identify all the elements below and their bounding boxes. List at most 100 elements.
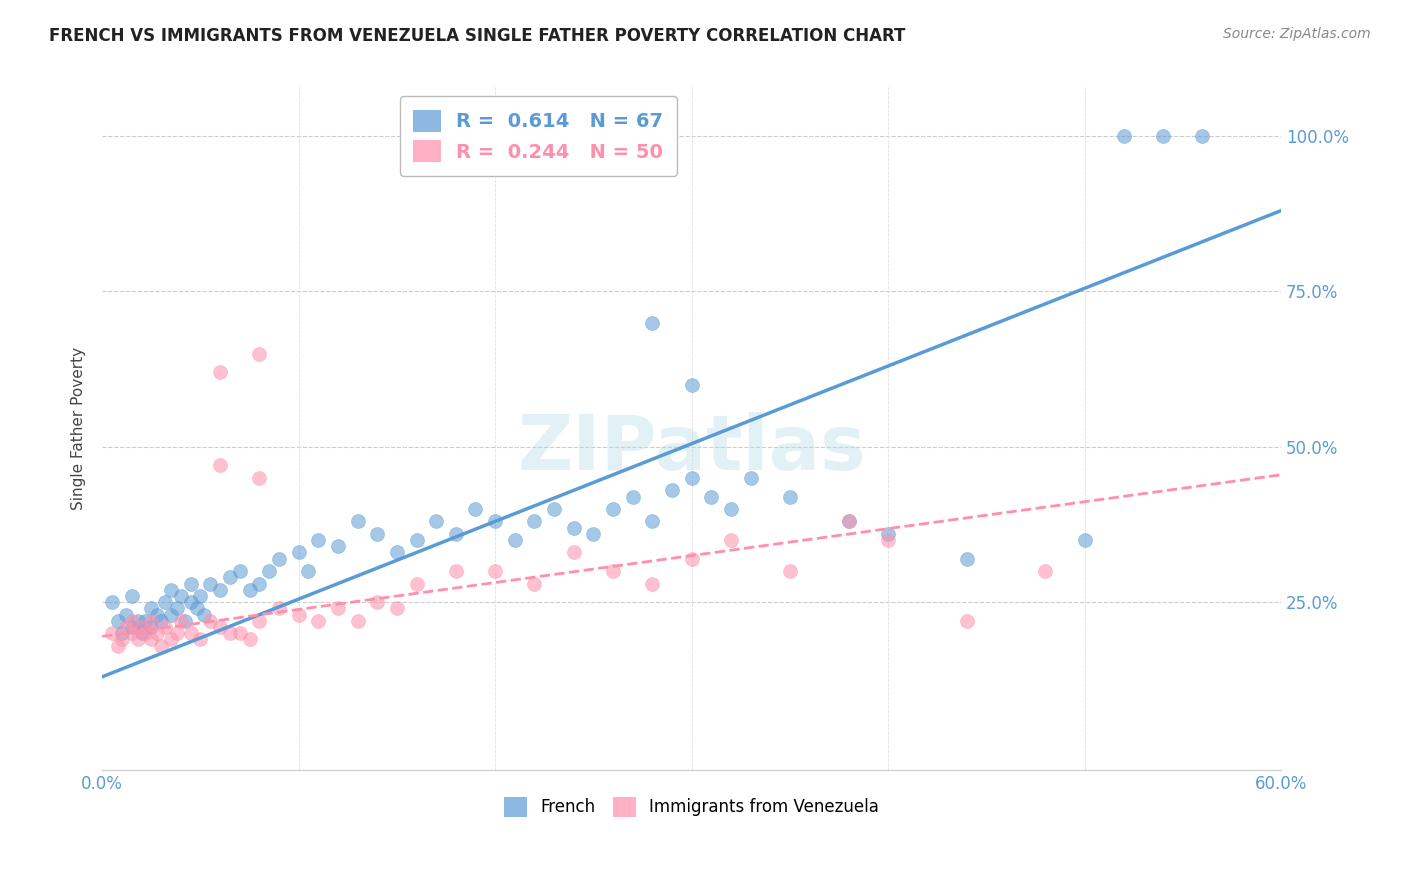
Point xyxy=(543,502,565,516)
Point xyxy=(101,595,124,609)
Point xyxy=(190,589,212,603)
Point xyxy=(170,589,193,603)
Point xyxy=(405,533,427,547)
Point xyxy=(141,601,163,615)
Point xyxy=(385,545,408,559)
Point xyxy=(150,614,173,628)
Point xyxy=(877,526,900,541)
Point xyxy=(131,626,153,640)
Point xyxy=(779,564,801,578)
Point xyxy=(267,551,290,566)
Point xyxy=(464,502,486,516)
Point xyxy=(621,490,644,504)
Point xyxy=(444,526,467,541)
Point xyxy=(101,626,124,640)
Point xyxy=(346,614,368,628)
Point xyxy=(229,564,252,578)
Point xyxy=(641,515,664,529)
Point xyxy=(247,471,270,485)
Point xyxy=(1191,129,1213,144)
Point xyxy=(602,564,624,578)
Point xyxy=(1112,129,1135,144)
Legend: French, Immigrants from Venezuela: French, Immigrants from Venezuela xyxy=(498,790,886,823)
Point xyxy=(121,626,143,640)
Point xyxy=(209,458,232,473)
Point xyxy=(641,316,664,330)
Point xyxy=(602,502,624,516)
Point xyxy=(877,533,900,547)
Point xyxy=(681,551,703,566)
Point xyxy=(127,614,149,628)
Point xyxy=(238,582,260,597)
Point xyxy=(193,607,215,622)
Point xyxy=(107,639,129,653)
Point xyxy=(523,576,546,591)
Point xyxy=(190,632,212,647)
Point xyxy=(146,607,169,622)
Point xyxy=(200,614,222,628)
Point xyxy=(111,632,134,647)
Point xyxy=(681,471,703,485)
Point xyxy=(720,533,742,547)
Point xyxy=(186,601,208,615)
Text: Source: ZipAtlas.com: Source: ZipAtlas.com xyxy=(1223,27,1371,41)
Point xyxy=(160,582,183,597)
Point xyxy=(444,564,467,578)
Point xyxy=(405,576,427,591)
Point xyxy=(219,570,242,584)
Point xyxy=(247,346,270,360)
Point xyxy=(127,632,149,647)
Point xyxy=(107,614,129,628)
Point xyxy=(681,377,703,392)
Point xyxy=(141,620,163,634)
Point xyxy=(114,620,136,634)
Point xyxy=(238,632,260,647)
Point xyxy=(956,614,979,628)
Point xyxy=(346,515,368,529)
Point xyxy=(484,564,506,578)
Point xyxy=(134,626,156,640)
Point xyxy=(838,515,860,529)
Point xyxy=(111,626,134,640)
Point xyxy=(425,515,447,529)
Point xyxy=(180,595,202,609)
Point xyxy=(484,515,506,529)
Point xyxy=(385,601,408,615)
Point xyxy=(779,490,801,504)
Point xyxy=(956,551,979,566)
Point xyxy=(326,539,349,553)
Text: FRENCH VS IMMIGRANTS FROM VENEZUELA SINGLE FATHER POVERTY CORRELATION CHART: FRENCH VS IMMIGRANTS FROM VENEZUELA SING… xyxy=(49,27,905,45)
Text: ZIPatlas: ZIPatlas xyxy=(517,412,866,485)
Point xyxy=(160,607,183,622)
Point xyxy=(209,620,232,634)
Point xyxy=(209,582,232,597)
Point xyxy=(562,545,585,559)
Point xyxy=(661,483,683,498)
Point xyxy=(160,632,183,647)
Point xyxy=(141,632,163,647)
Point xyxy=(121,620,143,634)
Point xyxy=(180,576,202,591)
Point xyxy=(229,626,252,640)
Point xyxy=(307,614,329,628)
Point xyxy=(700,490,723,504)
Point xyxy=(134,614,156,628)
Point xyxy=(121,589,143,603)
Point xyxy=(166,626,188,640)
Point xyxy=(582,526,605,541)
Point xyxy=(838,515,860,529)
Point xyxy=(297,564,319,578)
Point xyxy=(141,614,163,628)
Point xyxy=(247,576,270,591)
Point xyxy=(326,601,349,615)
Point xyxy=(247,614,270,628)
Point xyxy=(200,576,222,591)
Point xyxy=(257,564,280,578)
Point xyxy=(267,601,290,615)
Point xyxy=(153,595,176,609)
Point xyxy=(307,533,329,547)
Point xyxy=(121,614,143,628)
Point xyxy=(1033,564,1056,578)
Point xyxy=(562,520,585,534)
Point xyxy=(740,471,762,485)
